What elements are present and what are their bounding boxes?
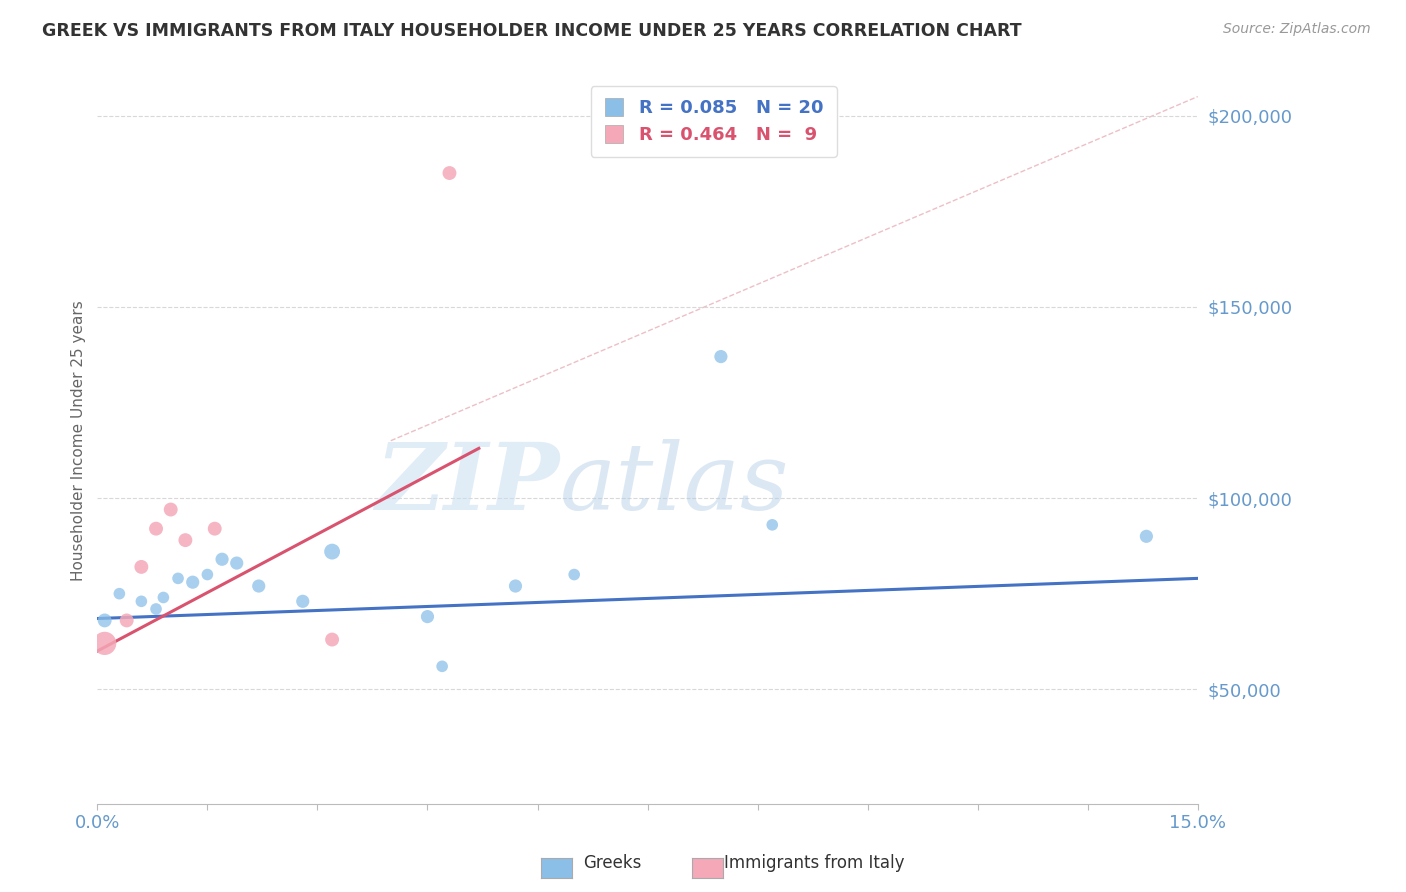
Point xyxy=(710,350,733,364)
Point xyxy=(131,560,153,574)
Point xyxy=(167,571,190,585)
Text: ZIP: ZIP xyxy=(375,439,560,529)
Point xyxy=(197,567,219,582)
Point xyxy=(416,609,439,624)
Y-axis label: Householder Income Under 25 years: Householder Income Under 25 years xyxy=(72,301,86,581)
Point xyxy=(505,579,527,593)
Point xyxy=(225,556,247,570)
Text: Greeks: Greeks xyxy=(583,855,643,872)
Point xyxy=(93,636,115,650)
Point xyxy=(145,602,167,616)
Point xyxy=(204,522,226,536)
Text: Immigrants from Italy: Immigrants from Italy xyxy=(724,855,904,872)
Legend: R = 0.085   N = 20, R = 0.464   N =  9: R = 0.085 N = 20, R = 0.464 N = 9 xyxy=(591,87,837,157)
Point xyxy=(115,614,138,628)
Point xyxy=(93,614,115,628)
Text: GREEK VS IMMIGRANTS FROM ITALY HOUSEHOLDER INCOME UNDER 25 YEARS CORRELATION CHA: GREEK VS IMMIGRANTS FROM ITALY HOUSEHOLD… xyxy=(42,22,1022,40)
Point xyxy=(430,659,453,673)
Point xyxy=(291,594,314,608)
Point xyxy=(321,632,343,647)
Point xyxy=(247,579,270,593)
Point xyxy=(321,544,343,558)
Point xyxy=(211,552,233,566)
Point xyxy=(761,517,783,532)
Point xyxy=(108,587,131,601)
Point xyxy=(159,502,181,516)
Point xyxy=(439,166,461,180)
Text: atlas: atlas xyxy=(560,439,789,529)
Point xyxy=(181,575,204,590)
Point xyxy=(562,567,585,582)
Point xyxy=(152,591,174,605)
Point xyxy=(145,522,167,536)
Point xyxy=(1135,529,1157,543)
Point xyxy=(174,533,197,548)
Point xyxy=(131,594,153,608)
Text: Source: ZipAtlas.com: Source: ZipAtlas.com xyxy=(1223,22,1371,37)
